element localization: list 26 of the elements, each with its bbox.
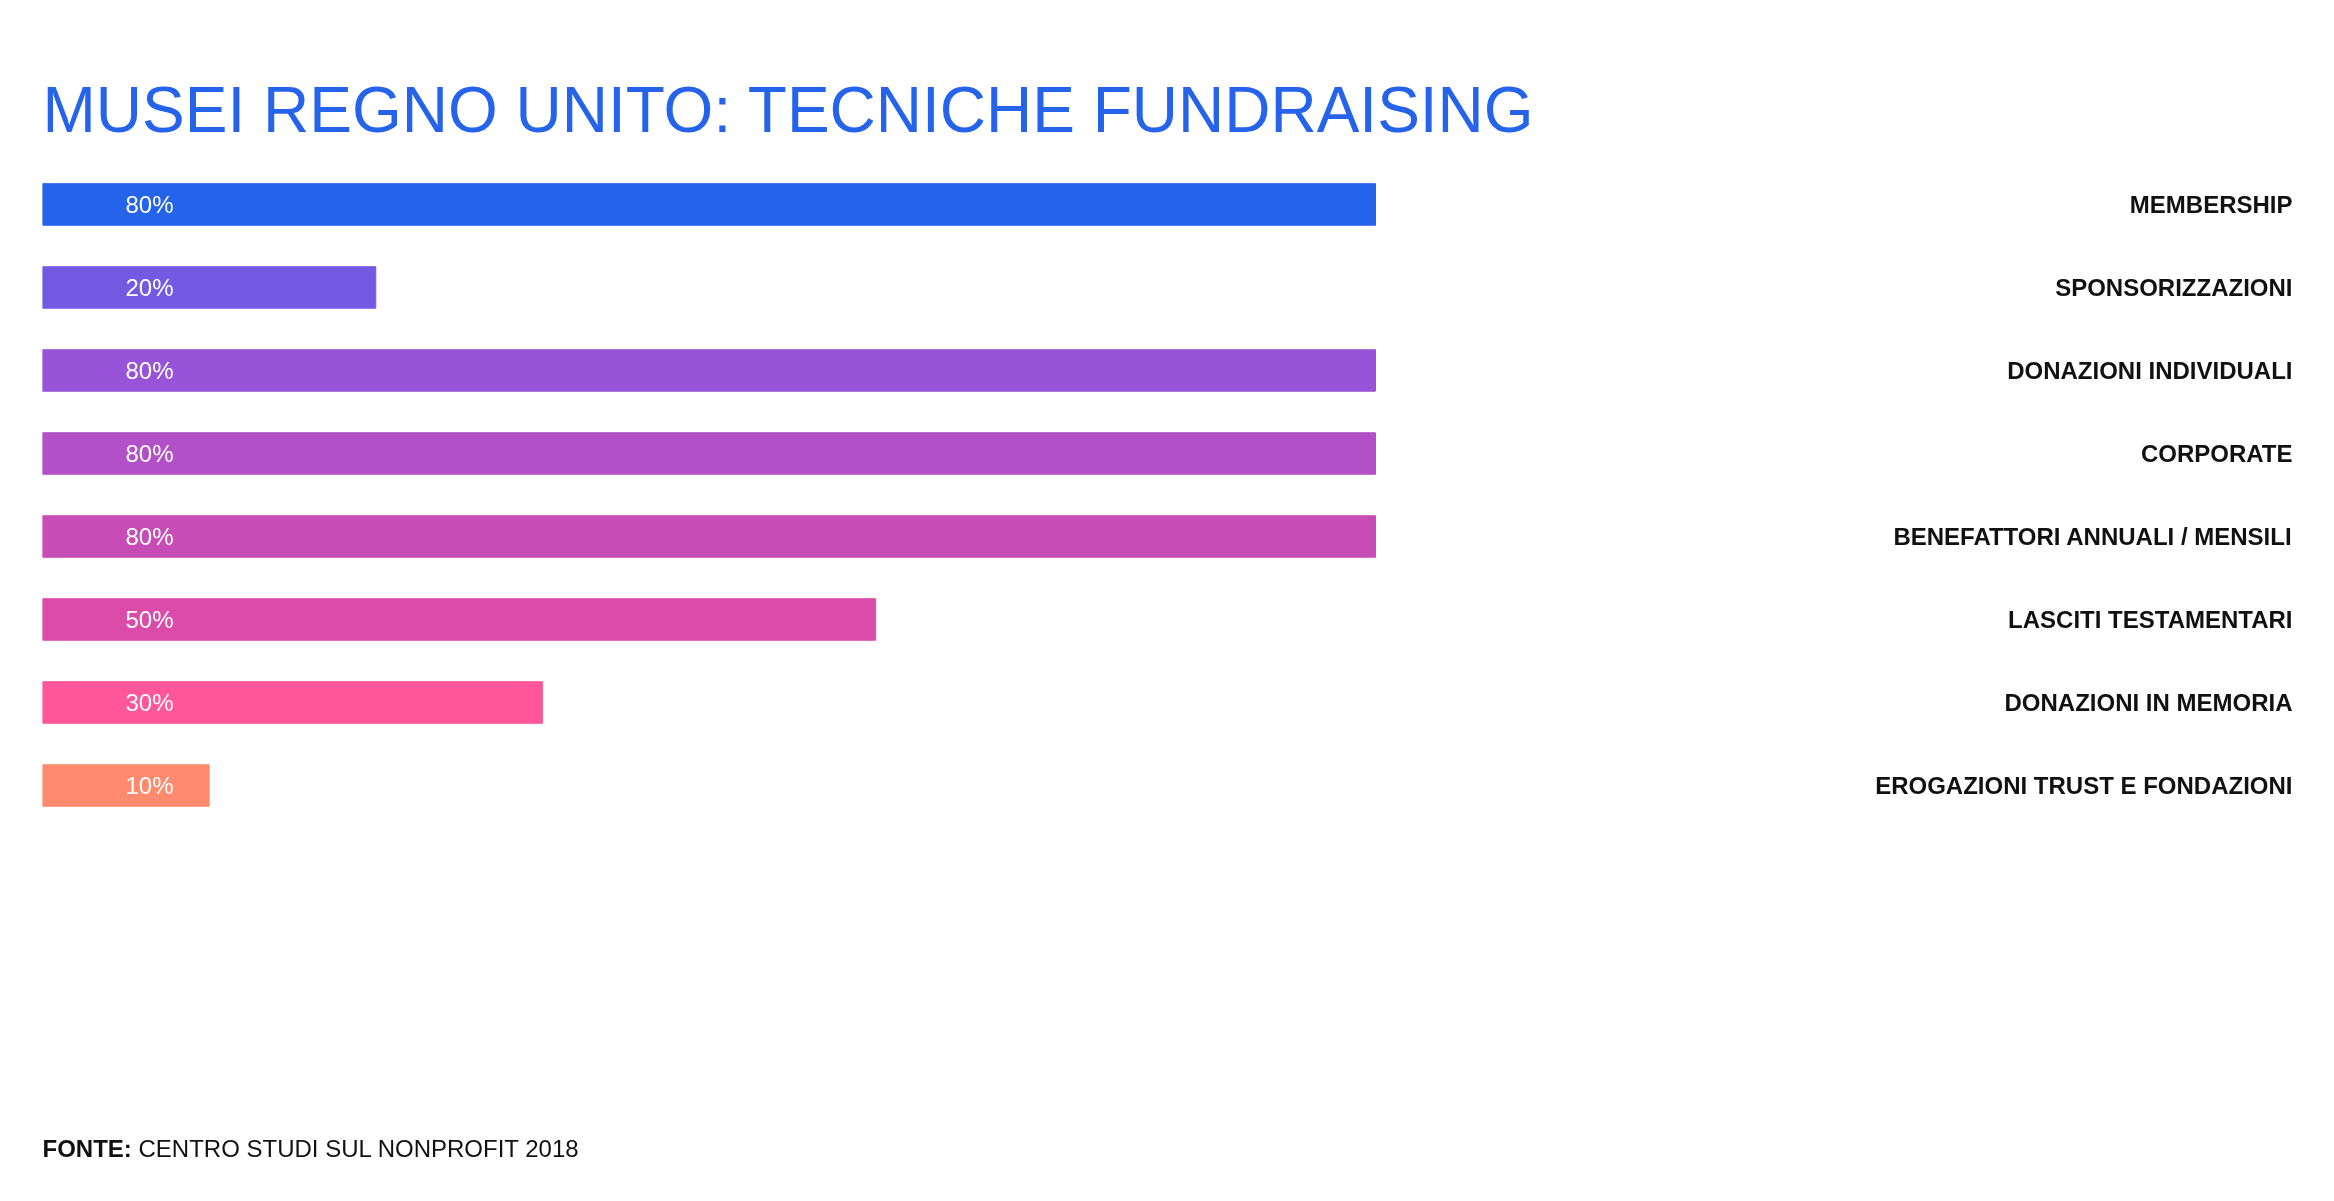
y-tick-label: SPONSORIZZAZIONI xyxy=(2055,273,2293,301)
data-label: 80% xyxy=(125,522,174,550)
bar xyxy=(42,432,1376,475)
bar xyxy=(42,266,377,309)
y-tick-label: MEMBERSHIP xyxy=(2129,190,2293,218)
data-label: 10% xyxy=(125,772,174,800)
bar xyxy=(42,183,1376,226)
data-label: 20% xyxy=(125,273,174,301)
bar xyxy=(42,515,1376,558)
data-label: 50% xyxy=(125,606,174,633)
bar xyxy=(42,764,210,807)
data-label: 30% xyxy=(125,689,174,716)
source-note: FONTE: CENTRO STUDI SUL NONPROFIT 2018 xyxy=(42,1134,579,1162)
y-tick-label: BENEFATTORI ANNUALI / MENSILI xyxy=(1893,522,2292,550)
y-tick-label: LASCITI TESTAMENTARI xyxy=(2008,606,2293,633)
bar xyxy=(42,349,1376,392)
y-tick-label: EROGAZIONI TRUST E FONDAZIONI xyxy=(1875,772,2293,800)
y-tick-label: DONAZIONI INDIVIDUALI xyxy=(2007,356,2293,384)
y-tick-label: DONAZIONI IN MEMORIA xyxy=(2004,689,2293,716)
bar xyxy=(42,681,543,724)
data-label: 80% xyxy=(125,356,174,384)
y-tick-label: CORPORATE xyxy=(2140,439,2293,467)
bar xyxy=(42,598,877,641)
data-label: 80% xyxy=(125,439,174,467)
data-label: 80% xyxy=(125,190,174,218)
chart-title: MUSEI REGNO UNITO: TECNICHE FUNDRAISING xyxy=(42,73,1534,146)
